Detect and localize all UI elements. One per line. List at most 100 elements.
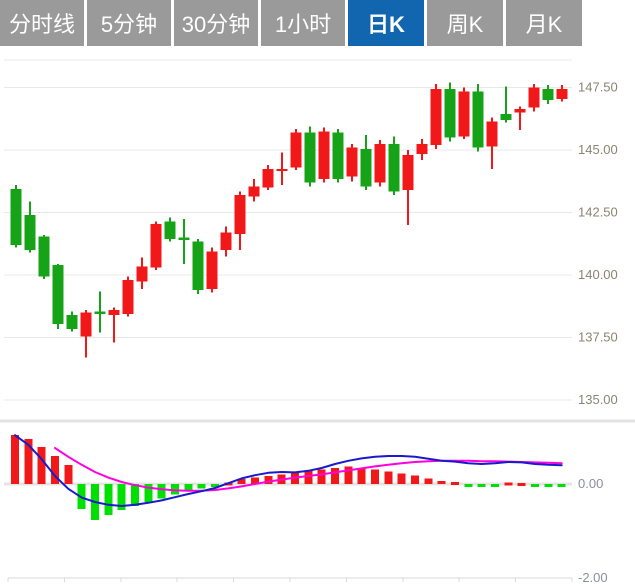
candle [164,217,176,242]
tab-timeframe-0[interactable]: 分时线 [0,0,84,46]
macd-dif-line [14,434,563,507]
tab-label: 周K [446,12,484,37]
tab-active-timeframe-4[interactable]: 日K [348,0,424,46]
candle [346,143,358,182]
candle [192,238,204,294]
candle-body [80,312,92,337]
candle-body [346,147,358,177]
candle [206,247,218,293]
macd-histogram-bar [144,484,153,502]
macd-histogram-bar [104,484,113,516]
candle [304,126,316,187]
candle-body [248,186,260,197]
tab-timeframe-2[interactable]: 30分钟 [174,0,258,46]
candle-body [528,87,540,108]
candle-body [332,132,344,179]
candle-body [150,223,162,268]
candle-body [24,215,36,250]
candle [66,311,78,332]
candle-body [52,265,64,324]
macd-histogram-bar [531,484,539,487]
macd-histogram-bar [331,468,339,484]
candle-body [556,88,568,99]
candle [122,276,134,317]
candle [360,135,372,190]
tab-timeframe-3[interactable]: 1小时 [261,0,345,46]
candle-body [430,88,442,145]
candle-body [304,132,316,183]
tab-label: 分时线 [8,12,75,37]
price-and-macd-chart: 147.50 145.00 142.50 140.00 137.50 135.00 0.0… [0,59,635,585]
macd-histogram-bar [197,484,206,489]
price-axis-label: 142.50 [578,205,618,220]
macd-histogram-bar [37,447,46,484]
candle-body [318,131,330,179]
macd-histogram-bar [384,471,393,484]
macd-histogram-bar [371,469,379,484]
macd-histogram-bar [437,481,446,485]
candle-body [66,315,78,329]
macd-histogram-bar [51,456,59,484]
candle-body [234,195,246,234]
macd-histogram-bar [424,478,433,484]
macd-histogram-bar [304,471,313,484]
candle [94,291,106,333]
candle-body [542,88,554,100]
candle-body [136,266,148,282]
macd-histogram-bar [464,484,473,487]
candle [262,165,274,190]
price-axis-label: 145.00 [578,142,618,157]
candle-body [192,241,204,290]
macd-histogram-bar [184,484,193,492]
candle [290,128,302,170]
macd-dea-line [54,447,563,492]
macd-histogram-bar [557,484,566,487]
candle [332,128,344,183]
candle [416,138,428,160]
tab-timeframe-6[interactable]: 月K [506,0,582,46]
candle [374,140,386,187]
candle-body [108,310,120,315]
macd-histogram-bar [411,475,419,484]
macd-indicator-lines [14,434,563,507]
candle [500,86,512,123]
candle-body [122,280,134,314]
candle [10,185,22,248]
macd-histogram-bar [491,484,499,487]
candle-body [94,311,106,314]
candle [388,136,400,195]
candle [458,87,470,139]
price-gridlines [4,59,572,401]
macd-histogram-bar [24,439,33,484]
tab-label: 1小时 [274,12,332,37]
macd-axis-label: 0.00 [578,476,603,491]
tab-label: 30分钟 [181,12,251,37]
candle [514,106,526,130]
candle [38,235,50,279]
candle-body [472,91,484,148]
macd-histogram-bar [544,484,553,487]
macd-histogram-bar [131,484,139,506]
macd-histogram-bar [171,484,179,495]
candle [486,117,498,169]
candle-body [416,143,428,154]
macd-histogram-bar [157,484,166,499]
candle [248,178,260,202]
price-axis-label: 135.00 [578,392,618,407]
candle [234,191,246,250]
candle [444,82,456,142]
candle-body [276,168,288,171]
price-axis-labels: 147.50 145.00 142.50 140.00 137.50 135.00 [566,80,618,407]
candle-body [402,155,414,190]
candlestick-series [10,82,568,358]
candle-body [10,188,22,245]
macd-histogram-bar [317,469,326,484]
timeframe-tabbar: 分时线 5分钟 30分钟 1小时 日K 周K 月K [0,0,635,52]
macd-histogram-bar [517,482,526,486]
candle [80,310,92,358]
chart-area: 147.50 145.00 142.50 140.00 137.50 135.00 0.0… [0,52,635,585]
macd-histogram-bar [211,484,219,487]
tab-timeframe-1[interactable]: 5分钟 [87,0,171,46]
candle [276,152,288,185]
tab-timeframe-5[interactable]: 周K [427,0,503,46]
